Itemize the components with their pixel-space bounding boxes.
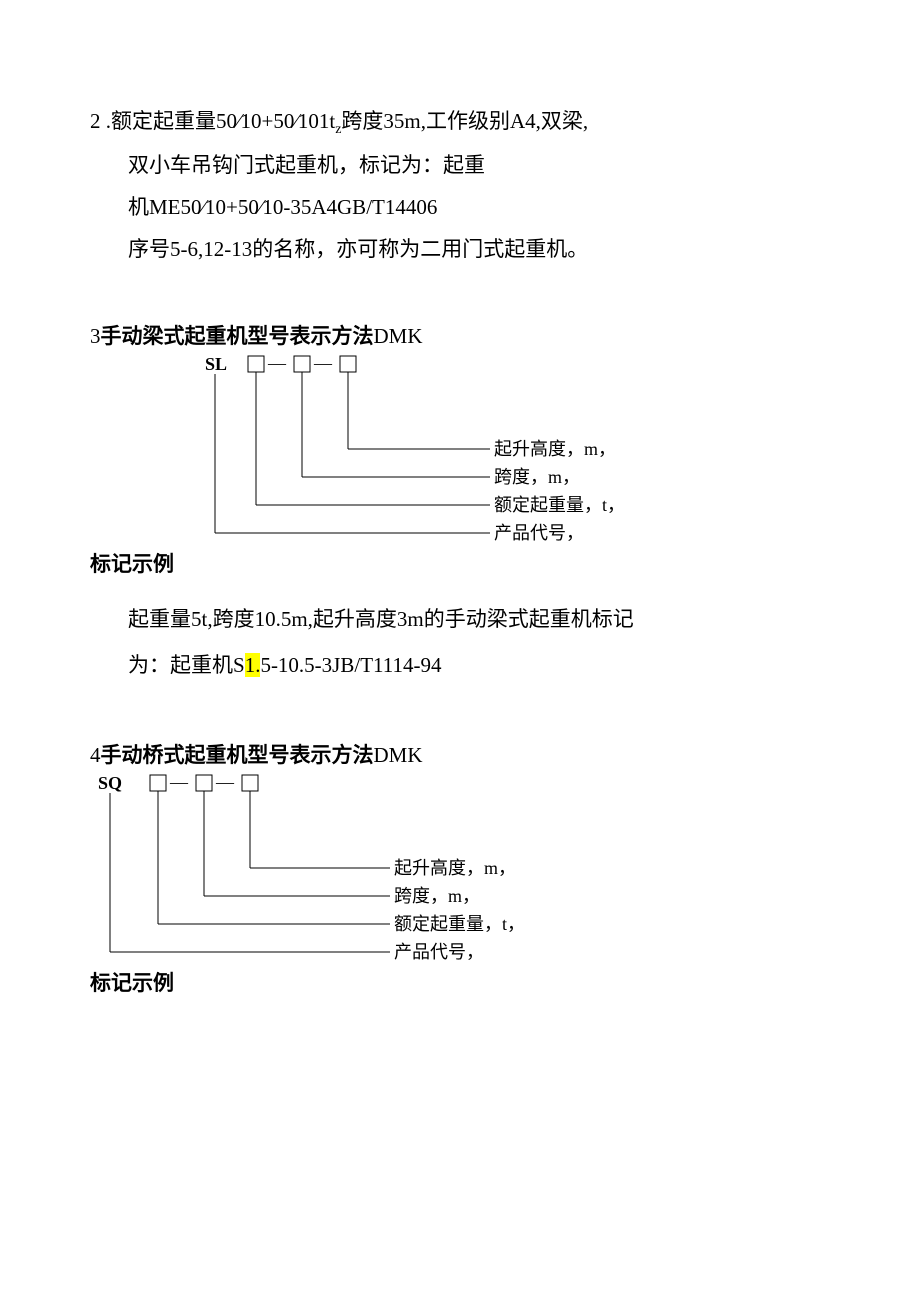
section3-diagram: SL — — 起升高度，m， 跨度，m， 额定起重量，t， 产品代号， — [90, 352, 730, 542]
section3-example-line1: 起重量5t,跨度10.5m,起升高度3m的手动梁式起重机标记 — [90, 596, 830, 642]
diagram3-label2: 跨度，m， — [494, 467, 580, 487]
diagram3-code: SL — [205, 354, 227, 374]
section4-example-heading: 标记示例 — [90, 967, 830, 997]
section3-ex2-hl: 1. — [245, 653, 261, 677]
diagram4-box2 — [196, 775, 212, 791]
diagram3-box1 — [248, 356, 264, 372]
section3-heading: 3手动梁式起重机型号表示方法DMK — [90, 320, 830, 350]
item2-line1: 2 .额定起重量50⁄10+50⁄101tz跨度35m,工作级别A4,双梁, — [90, 100, 830, 144]
diagram3-label4: 产品代号， — [494, 523, 584, 542]
diagram4-label2: 跨度，m， — [394, 886, 480, 906]
item2-line1b: 跨度35m,工作级别A4,双梁, — [341, 109, 588, 133]
page-content: 2 .额定起重量50⁄10+50⁄101tz跨度35m,工作级别A4,双梁, 双… — [0, 0, 920, 1075]
section3-tail: DMK — [374, 324, 423, 348]
diagram3-box3 — [340, 356, 356, 372]
diagram4-sep2: — — [215, 772, 235, 792]
section3-ex2b: 5-10.5-3JB/T1114-94 — [260, 653, 441, 677]
item2-line2: 双小车吊钩门式起重机，标记为：起重 — [90, 144, 830, 186]
diagram4-label1: 起升高度，m， — [394, 858, 516, 878]
item2-line3: 机ME50⁄10+50⁄10-35A4GB/T14406 — [90, 186, 830, 228]
diagram4-label3: 额定起重量，t， — [394, 914, 525, 934]
section4-bold: 手动桥式起重机型号表示方法 — [101, 743, 374, 767]
section4-tail: DMK — [374, 743, 423, 767]
diagram3-sep2: — — [313, 353, 333, 373]
diagram4-label4: 产品代号， — [394, 942, 484, 961]
section4-heading: 4手动桥式起重机型号表示方法DMK — [90, 739, 830, 769]
diagram4-code: SQ — [98, 773, 122, 793]
item2-line1a: 2 .额定起重量50⁄10+50⁄101t — [90, 109, 335, 133]
section3-num: 3 — [90, 324, 101, 348]
diagram3-label1: 起升高度，m， — [494, 439, 616, 459]
section3-example-heading: 标记示例 — [90, 548, 830, 578]
item2-line4: 序号5-6,12-13的名称，亦可称为二用门式起重机。 — [90, 228, 830, 270]
diagram4-sep1: — — [169, 772, 189, 792]
diagram3-label3: 额定起重量，t， — [494, 495, 625, 515]
diagram4-box3 — [242, 775, 258, 791]
diagram3-sep1: — — [267, 353, 287, 373]
section3-example-line2: 为：起重机S1.5-10.5-3JB/T1114-94 — [90, 642, 830, 688]
section3-ex2a: 为：起重机S — [128, 653, 245, 677]
diagram3-box2 — [294, 356, 310, 372]
section4-num: 4 — [90, 743, 101, 767]
section3-bold: 手动梁式起重机型号表示方法 — [101, 324, 374, 348]
section4-diagram: SQ — — 起升高度，m， 跨度，m， 额定起重量，t， 产品代号， — [90, 771, 730, 961]
diagram4-box1 — [150, 775, 166, 791]
